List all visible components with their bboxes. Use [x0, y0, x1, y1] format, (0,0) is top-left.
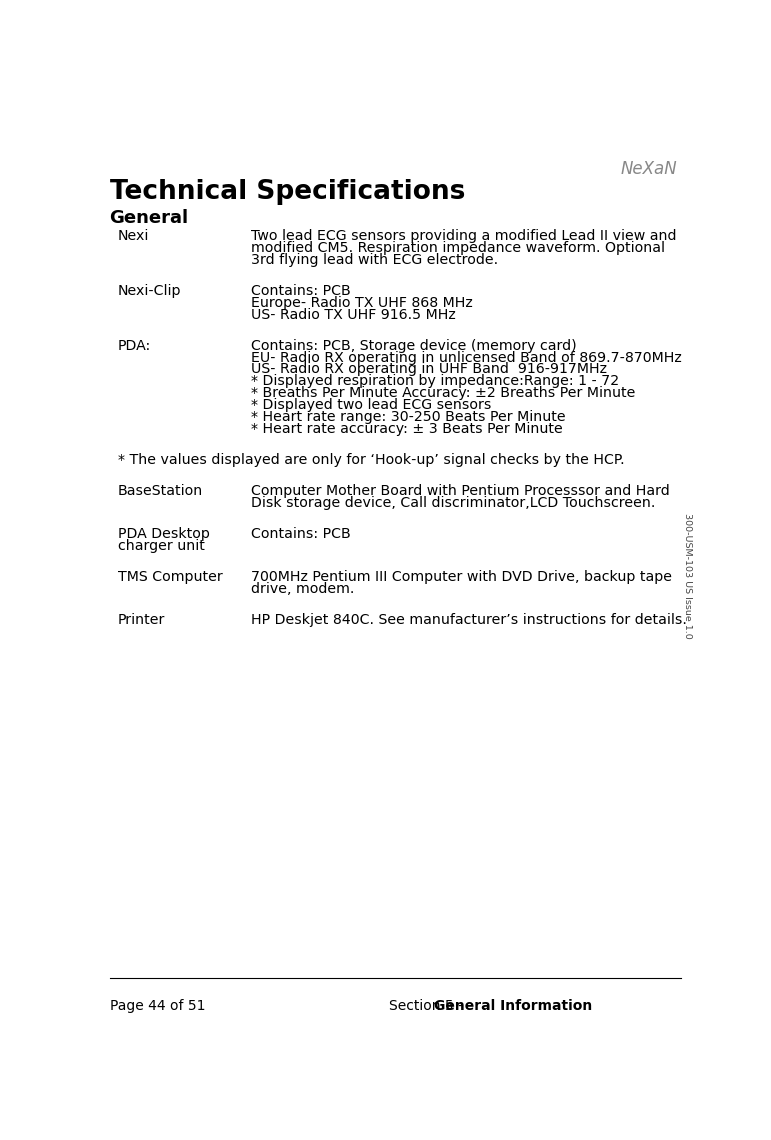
- Text: Europe- Radio TX UHF 868 MHz: Europe- Radio TX UHF 868 MHz: [251, 295, 473, 310]
- Text: * Heart rate accuracy: ± 3 Beats Per Minute: * Heart rate accuracy: ± 3 Beats Per Min…: [251, 422, 562, 435]
- Text: * Displayed respiration by impedance:Range: 1 - 72: * Displayed respiration by impedance:Ran…: [251, 374, 618, 389]
- Text: * Displayed two lead ECG sensors: * Displayed two lead ECG sensors: [251, 398, 491, 412]
- Text: 300-USM-103 US Issue 1.0: 300-USM-103 US Issue 1.0: [683, 513, 692, 638]
- Text: 700MHz Pentium III Computer with DVD Drive, backup tape: 700MHz Pentium III Computer with DVD Dri…: [251, 570, 672, 584]
- Text: US- Radio RX operating in UHF Band  916-917MHz: US- Radio RX operating in UHF Band 916-9…: [251, 363, 607, 376]
- Text: Section 5 -: Section 5 -: [389, 999, 467, 1012]
- Text: Page 44 of 51: Page 44 of 51: [109, 999, 205, 1012]
- Text: Two lead ECG sensors providing a modified Lead II view and: Two lead ECG sensors providing a modifie…: [251, 229, 676, 243]
- Text: Computer Mother Board with Pentium Processsor and Hard: Computer Mother Board with Pentium Proce…: [251, 484, 669, 498]
- Text: Disk storage device, Call discriminator,LCD Touchscreen.: Disk storage device, Call discriminator,…: [251, 496, 655, 510]
- Text: charger unit: charger unit: [118, 539, 205, 553]
- Text: drive, modem.: drive, modem.: [251, 581, 354, 596]
- Text: Technical Specifications: Technical Specifications: [109, 179, 465, 205]
- Text: Contains: PCB, Storage device (memory card): Contains: PCB, Storage device (memory ca…: [251, 339, 576, 352]
- Text: * Breaths Per Minute Accuracy: ±2 Breaths Per Minute: * Breaths Per Minute Accuracy: ±2 Breath…: [251, 386, 635, 400]
- Text: 3rd flying lead with ECG electrode.: 3rd flying lead with ECG electrode.: [251, 253, 497, 267]
- Text: EU- Radio RX operating in unlicensed Band of 869.7-870MHz: EU- Radio RX operating in unlicensed Ban…: [251, 350, 682, 365]
- Text: HP Deskjet 840C. See manufacturer’s instructions for details.: HP Deskjet 840C. See manufacturer’s inst…: [251, 613, 686, 627]
- Text: US- Radio TX UHF 916.5 MHz: US- Radio TX UHF 916.5 MHz: [251, 308, 456, 321]
- Text: Contains: PCB: Contains: PCB: [251, 527, 350, 542]
- Text: * Heart rate range: 30-250 Beats Per Minute: * Heart rate range: 30-250 Beats Per Min…: [251, 409, 565, 424]
- Text: NeXaN: NeXaN: [621, 160, 677, 178]
- Text: Contains: PCB: Contains: PCB: [251, 284, 350, 298]
- Text: Nexi-Clip: Nexi-Clip: [118, 284, 181, 298]
- Text: modified CM5. Respiration impedance waveform. Optional: modified CM5. Respiration impedance wave…: [251, 241, 665, 255]
- Text: General: General: [109, 209, 189, 227]
- Text: * The values displayed are only for ‘Hook-up’ signal checks by the HCP.: * The values displayed are only for ‘Hoo…: [118, 453, 625, 466]
- Text: TMS Computer: TMS Computer: [118, 570, 223, 584]
- Text: Nexi: Nexi: [118, 229, 150, 243]
- Text: PDA:: PDA:: [118, 339, 151, 352]
- Text: PDA Desktop: PDA Desktop: [118, 527, 210, 542]
- Text: BaseStation: BaseStation: [118, 484, 203, 498]
- Text: Printer: Printer: [118, 613, 165, 627]
- Text: General Information: General Information: [434, 999, 592, 1012]
